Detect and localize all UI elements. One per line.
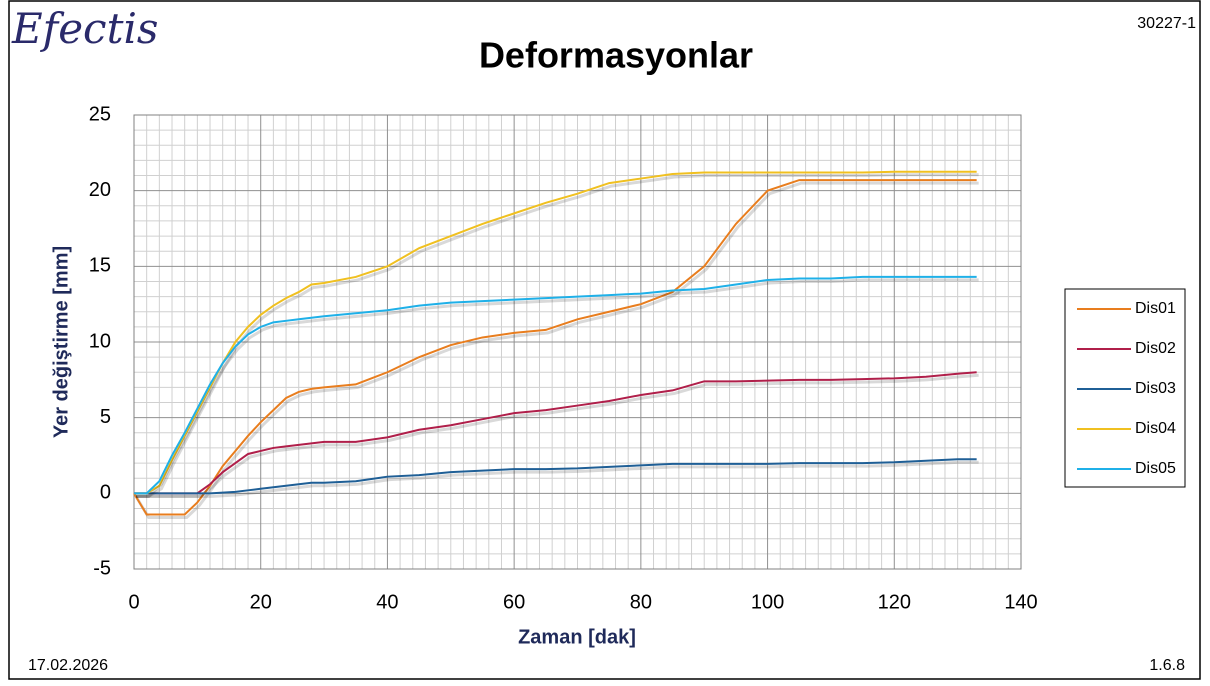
x-tick-label: 100: [751, 591, 784, 613]
line-shadow: [136, 173, 979, 498]
y-tick-label: 10: [89, 330, 111, 352]
version: 1.6.8: [1149, 657, 1185, 674]
plot-area: [133, 114, 1022, 570]
legend-label: Dis01: [1135, 300, 1176, 317]
y-tick-label: 20: [89, 179, 111, 201]
legend-label: Dis03: [1135, 380, 1176, 397]
series-line: [134, 275, 977, 495]
line-shadow: [136, 373, 979, 498]
x-tick-label: 40: [376, 591, 398, 613]
date: 17.02.2026: [28, 657, 108, 674]
y-tick-label: 5: [100, 406, 111, 428]
series-line: [134, 371, 977, 495]
logo: Efectis: [11, 4, 158, 53]
y-axis-label: Yer değiştirme [mm]: [50, 246, 72, 438]
series-line: [134, 458, 977, 495]
series-line: [134, 170, 977, 495]
x-tick-label: 140: [1004, 591, 1037, 613]
frame: [8, 0, 1201, 680]
x-tick-label: 120: [878, 591, 911, 613]
series-line: [133, 179, 977, 516]
y-tick-label: 25: [89, 103, 111, 125]
x-tick-label: 20: [250, 591, 272, 613]
y-tick-label: 15: [89, 255, 111, 277]
legend-label: Dis02: [1135, 340, 1176, 357]
legend-label: Dis04: [1135, 420, 1176, 437]
line-shadow: [136, 460, 979, 498]
x-axis-label: Zaman [dak]: [518, 626, 636, 648]
x-tick-label: 0: [128, 591, 139, 613]
x-tick-label: 60: [503, 591, 525, 613]
x-tick-label: 80: [630, 591, 652, 613]
y-tick-label: -5: [93, 557, 111, 579]
y-tick-label: 0: [100, 482, 111, 504]
legend-label: Dis05: [1135, 460, 1176, 477]
line-shadow: [134, 181, 979, 520]
report-id: 30227-1: [1137, 15, 1196, 32]
chart-title: Deformasyonlar: [479, 35, 753, 76]
line-shadow: [136, 278, 979, 498]
